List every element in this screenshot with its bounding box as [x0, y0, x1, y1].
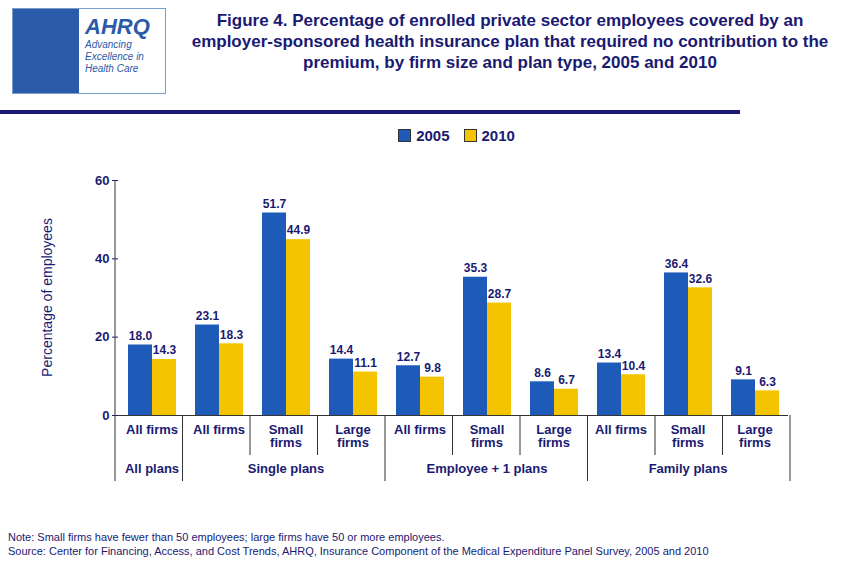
html-text:AHRQ: AHRQ	[85, 14, 150, 39]
svg-text:36.4: 36.4	[665, 257, 689, 271]
svg-text:Single plans: Single plans	[248, 461, 325, 476]
html-text:2005: 2005	[416, 126, 450, 144]
svg-text:6.3: 6.3	[759, 375, 776, 389]
svg-text:9.8: 9.8	[424, 361, 441, 375]
svg-text:All firms: All firms	[126, 422, 178, 437]
svg-text:9.1: 9.1	[735, 364, 752, 378]
svg-text:All firms: All firms	[394, 422, 446, 437]
svg-text:Family plans: Family plans	[649, 461, 728, 476]
svg-text:10.4: 10.4	[622, 359, 646, 373]
svg-text:Largefirms: Largefirms	[536, 422, 571, 450]
html-text:Figure 4. Percentage of enroll: Figure 4. Percentage of enrolled private…	[191, 11, 829, 72]
svg-text:0: 0	[102, 408, 109, 423]
svg-text:Smallfirms: Smallfirms	[269, 422, 304, 450]
svg-text:Largefirms: Largefirms	[737, 422, 772, 450]
html-text:Note: Small firms have fewer t: Note: Small firms have fewer than 50 emp…	[8, 531, 445, 543]
html-text:Source: Center for Financing,: Source: Center for Financing, Access, an…	[8, 545, 709, 557]
svg-text:40: 40	[95, 251, 109, 266]
svg-text:23.1: 23.1	[196, 309, 220, 323]
svg-text:All plans: All plans	[125, 461, 179, 476]
svg-text:Percentage of employees: Percentage of employees	[39, 218, 55, 377]
svg-text:14.4: 14.4	[330, 343, 354, 357]
svg-text:13.4: 13.4	[598, 347, 622, 361]
svg-text:28.7: 28.7	[488, 287, 512, 301]
svg-text:All firms: All firms	[595, 422, 647, 437]
svg-text:18.0: 18.0	[129, 329, 153, 343]
svg-text:35.3: 35.3	[464, 261, 488, 275]
svg-text:Smallfirms: Smallfirms	[470, 422, 505, 450]
svg-text:14.3: 14.3	[153, 343, 177, 357]
svg-text:Smallfirms: Smallfirms	[671, 422, 706, 450]
svg-text:Largefirms: Largefirms	[335, 422, 370, 450]
svg-text:60: 60	[95, 173, 109, 188]
svg-text:12.7: 12.7	[397, 350, 421, 364]
svg-text:All firms: All firms	[193, 422, 245, 437]
svg-text:32.6: 32.6	[689, 272, 713, 286]
svg-text:11.1: 11.1	[354, 356, 377, 370]
svg-text:Employee + 1 plans: Employee + 1 plans	[426, 461, 547, 476]
html-text:Advancing Excellence in Health: Advancing Excellence in Health Care	[85, 39, 144, 74]
svg-text:8.6: 8.6	[534, 366, 551, 380]
svg-text:44.9: 44.9	[287, 223, 311, 237]
svg-text:6.7: 6.7	[558, 373, 575, 387]
svg-text:51.7: 51.7	[263, 197, 287, 211]
html-text:2010: 2010	[481, 126, 515, 144]
svg-text:18.3: 18.3	[220, 328, 244, 342]
svg-text:20: 20	[95, 329, 109, 344]
